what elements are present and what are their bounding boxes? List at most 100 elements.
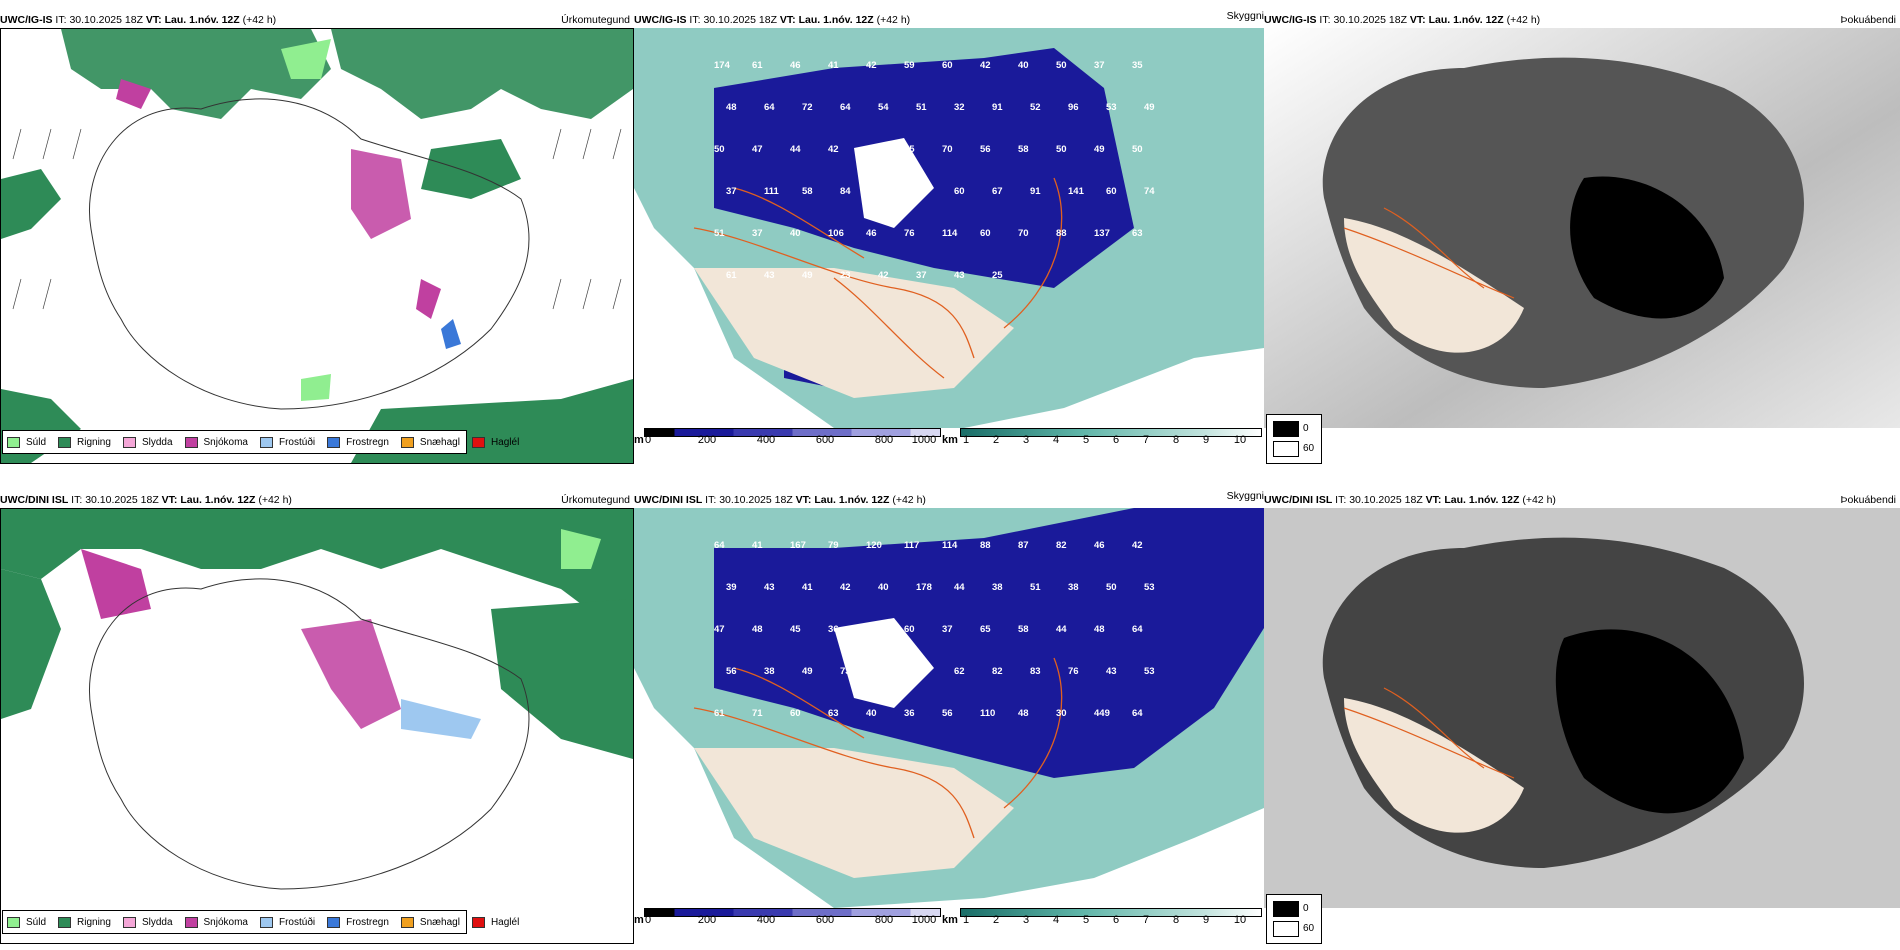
vis-labels-bottom: 64 41 167 79 120 117 114 88 87 82 46 42 39 43 41 42 40 17… xyxy=(714,540,1155,719)
legend-item: Snæhagl xyxy=(400,436,460,448)
visibility-value-label: 53 xyxy=(1144,582,1155,593)
visibility-value-label: 51 xyxy=(714,228,725,239)
visibility-value-label: 58 xyxy=(1018,144,1029,155)
visibility-value-label: 48 xyxy=(1094,624,1105,635)
visibility-value-label: 36 xyxy=(904,708,915,719)
panel-title: Skyggni xyxy=(1226,490,1264,502)
visibility-value-label: 43 xyxy=(764,270,775,281)
legend-item: Frostúði xyxy=(259,436,315,448)
height-colorbar: m 0 200 400 600 800 1000 xyxy=(634,908,941,930)
visibility-value-label: 39 xyxy=(726,582,737,593)
visibility-colorbar: km 1 2 3 4 5 6 7 8 9 10 xyxy=(942,428,1264,450)
visibility-value-label: 23 xyxy=(840,270,851,281)
visibility-value-label: 111 xyxy=(764,186,780,197)
visibility-value-label: 58 xyxy=(802,186,813,197)
visibility-colorbar: km 1 2 3 4 5 6 7 8 9 10 xyxy=(942,908,1264,930)
visibility-value-label: 63 xyxy=(1132,228,1143,239)
precip-map xyxy=(0,508,634,944)
visibility-value-label: 58 xyxy=(1018,624,1029,635)
visibility-value-label: 41 xyxy=(828,60,839,71)
visibility-value-label: 50 xyxy=(1132,144,1143,155)
panel-header: UWC/IG-IS IT: 30.10.2025 18Z VT: Lau. 1.… xyxy=(1264,14,1541,26)
visibility-value-label: 110 xyxy=(980,708,995,719)
visibility-value-label: 88 xyxy=(1056,228,1067,239)
visibility-value-label: 114 xyxy=(942,228,958,239)
legend-item: Snjókoma xyxy=(184,436,248,448)
visibility-value-label: 87 xyxy=(1018,540,1029,551)
visibility-value-label: 49 xyxy=(1094,144,1105,155)
height-colorbar: m 0 200 400 600 800 1000 xyxy=(634,428,941,450)
visibility-value-label: 174 xyxy=(714,60,731,71)
visibility-value-label: 41 xyxy=(752,540,763,551)
fog-panel-top: UWC/IG-IS IT: 30.10.2025 18Z VT: Lau. 1.… xyxy=(1264,14,1900,464)
panel-title: Þokuábendi xyxy=(1840,14,1896,26)
visibility-value-label: 79 xyxy=(878,666,889,677)
vis-labels-top: 174 61 46 41 42 59 60 42 40 50 37 35 48 64 72 64 54 51 32 9… xyxy=(714,60,1155,281)
visibility-value-label: 79 xyxy=(828,540,839,551)
visibility-value-label: 60 xyxy=(904,624,915,635)
visibility-value-label: 39 xyxy=(866,624,877,635)
visibility-value-label: 32 xyxy=(954,102,965,113)
visibility-value-label: 44 xyxy=(790,144,801,155)
visibility-value-label: 37 xyxy=(1094,60,1105,71)
visibility-value-label: 67 xyxy=(992,186,1003,197)
visibility-value-label: 38 xyxy=(764,666,775,677)
panel-header: UWC/DINI ISL IT: 30.10.2025 18Z VT: Lau.… xyxy=(0,494,292,506)
visibility-value-label: 35 xyxy=(1132,60,1143,71)
visibility-value-label: 76 xyxy=(904,228,915,239)
visibility-value-label: 50 xyxy=(1106,582,1117,593)
visibility-value-label: 96 xyxy=(1068,102,1079,113)
visibility-value-label: 106 xyxy=(828,228,844,239)
visibility-map xyxy=(634,508,1264,908)
visibility-value-label: 43 xyxy=(954,270,965,281)
visibility-value-label: 40 xyxy=(790,228,801,239)
visibility-value-label: 60 xyxy=(790,708,801,719)
visibility-value-label: 30 xyxy=(1056,708,1067,719)
visibility-value-label: 64 xyxy=(840,102,851,113)
visibility-value-label: 50 xyxy=(1056,60,1067,71)
fog-map xyxy=(1264,28,1900,428)
visibility-value-label: 55 xyxy=(904,144,915,155)
visibility-panel-top: UWC/IG-IS IT: 30.10.2025 18Z VT: Lau. 1.… xyxy=(634,10,1264,464)
visibility-value-label: 47 xyxy=(714,624,725,635)
visibility-value-label: 42 xyxy=(840,582,851,593)
visibility-value-label: 64 xyxy=(1132,624,1143,635)
visibility-value-label: 74 xyxy=(1144,186,1155,197)
visibility-value-label: 36 xyxy=(828,624,839,635)
legend-item: Haglél xyxy=(471,916,519,928)
visibility-value-label: 60 xyxy=(954,186,965,197)
visibility-value-label: 91 xyxy=(992,102,1003,113)
visibility-value-label: 50 xyxy=(916,186,927,197)
precip-map xyxy=(0,28,634,464)
visibility-value-label: 37 xyxy=(916,270,927,281)
legend-item: Slydda xyxy=(122,436,173,448)
visibility-value-label: 91 xyxy=(1030,186,1041,197)
visibility-value-label: 59 xyxy=(904,60,915,71)
visibility-value-label: 44 xyxy=(954,582,965,593)
panel-title: Þokuábendi xyxy=(1840,494,1896,506)
visibility-value-label: 70 xyxy=(1018,228,1029,239)
visibility-value-label: 61 xyxy=(714,708,725,719)
visibility-value-label: 40 xyxy=(878,582,889,593)
visibility-value-label: 48 xyxy=(726,102,737,113)
legend-item: Súld xyxy=(7,916,46,928)
panel-title: Skyggni xyxy=(1226,10,1264,22)
visibility-value-label: 37 xyxy=(942,624,953,635)
visibility-panel-bottom: UWC/DINI ISL IT: 30.10.2025 18Z VT: Lau.… xyxy=(634,490,1264,944)
visibility-value-label: 72 xyxy=(802,102,813,113)
visibility-value-label: 53 xyxy=(1144,666,1155,677)
visibility-value-label: 49 xyxy=(802,270,813,281)
panel-header: UWC/IG-IS IT: 30.10.2025 18Z VT: Lau. 1.… xyxy=(634,14,911,26)
visibility-value-label: 42 xyxy=(828,144,839,155)
visibility-value-label: 40 xyxy=(1018,60,1029,71)
panel-header: UWC/IG-IS IT: 30.10.2025 18Z VT: Lau. 1.… xyxy=(0,14,277,26)
legend-item: Frostregn xyxy=(327,436,389,448)
visibility-value-label: 41 xyxy=(802,582,813,593)
visibility-value-label: 64 xyxy=(764,102,775,113)
precip-panel-bottom: UWC/DINI ISL IT: 30.10.2025 18Z VT: Lau.… xyxy=(0,494,634,944)
visibility-value-label: 52 xyxy=(1030,102,1041,113)
visibility-value-label: 42 xyxy=(878,270,889,281)
visibility-value-label: 99 xyxy=(916,666,927,677)
visibility-value-label: 44 xyxy=(1056,624,1067,635)
visibility-value-label: 137 xyxy=(1094,228,1110,239)
